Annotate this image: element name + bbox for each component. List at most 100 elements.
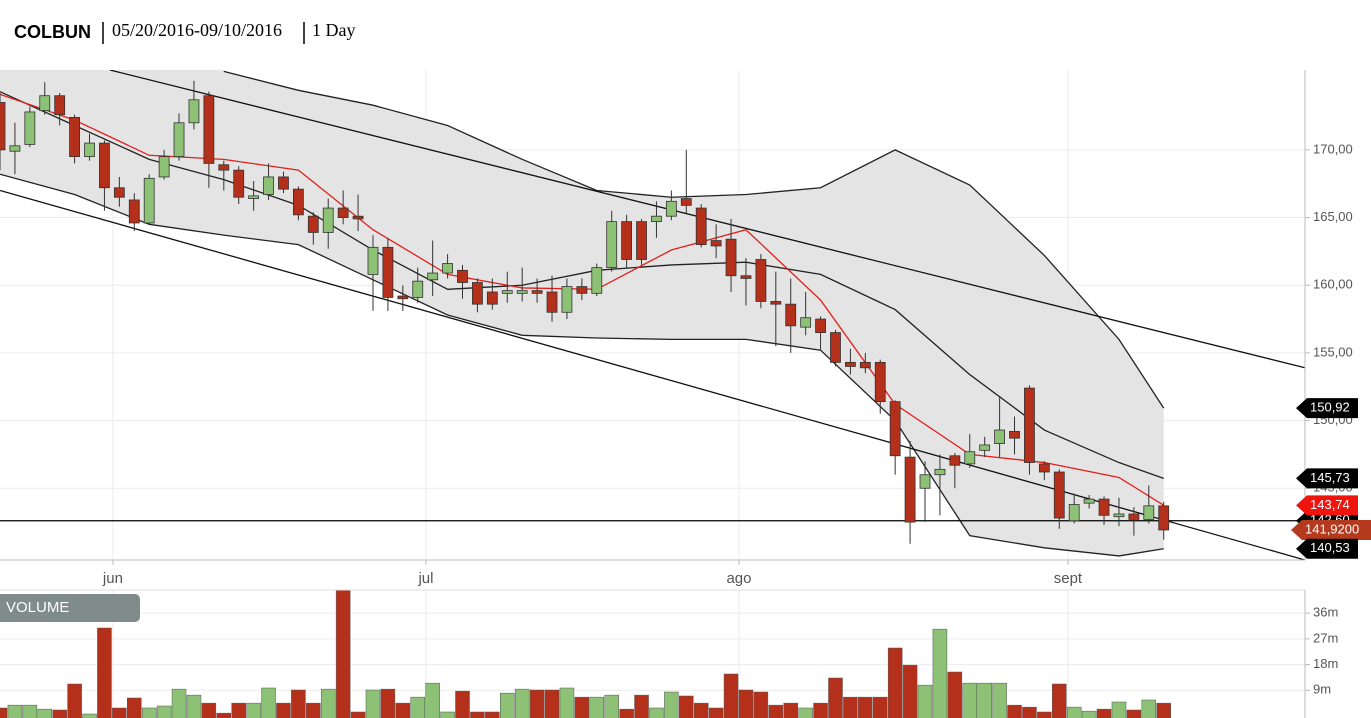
volume-bar	[708, 707, 724, 718]
candle-body	[725, 238, 737, 277]
volume-bar	[320, 688, 336, 718]
volume-bar	[514, 688, 530, 718]
volume-bar	[887, 647, 903, 718]
candle-body	[188, 99, 200, 124]
y-tick-label: 160,00	[1313, 277, 1353, 292]
interval: 1 Day	[312, 20, 356, 40]
candle-body	[203, 95, 215, 164]
trend-line	[0, 189, 1305, 560]
candle-body	[233, 169, 245, 198]
volume-bar	[664, 691, 679, 718]
candle-body	[397, 295, 409, 300]
candle-body	[352, 215, 364, 220]
volume-bar	[902, 664, 918, 718]
volume-bar	[350, 711, 366, 718]
volume-bar	[67, 683, 82, 718]
candle-body	[815, 318, 826, 333]
candle-body	[382, 246, 394, 298]
candle-body	[1158, 505, 1170, 531]
volume-bar	[485, 711, 500, 718]
price-tag-label: 143,74	[1310, 497, 1350, 512]
volume-bar	[1126, 709, 1142, 718]
candle-body	[934, 468, 946, 476]
volume-bar	[1111, 701, 1127, 718]
candle-body	[457, 269, 468, 283]
candle-body	[800, 317, 812, 328]
symbol: COLBUN	[14, 22, 91, 42]
price-tag-label: 145,73	[1310, 470, 1350, 485]
volume-bar	[723, 673, 739, 718]
date-range: 05/20/2016-09/10/2016	[112, 20, 282, 40]
candle-body	[69, 116, 80, 158]
y-tick-label: 155,00	[1313, 344, 1353, 359]
candle-body	[1053, 471, 1065, 519]
volume-bar	[1037, 711, 1052, 718]
candle-body	[606, 221, 618, 269]
volume-bar	[1066, 706, 1082, 718]
volume-label: VOLUME	[6, 599, 69, 616]
y-tick-label: 36m	[1313, 605, 1338, 620]
volume-bar	[977, 682, 992, 718]
volume-bar	[455, 690, 470, 718]
x-tick-label: jul	[417, 570, 433, 587]
candle-body	[427, 272, 439, 281]
candle-body	[1068, 504, 1080, 522]
volume-bar	[843, 696, 858, 718]
volume-bar	[261, 687, 276, 718]
volume-bar	[768, 704, 784, 718]
volume-bar	[529, 689, 545, 718]
candle-body	[278, 176, 289, 190]
candle-body	[740, 275, 752, 279]
candle-body	[0, 102, 6, 151]
volume-bar	[783, 702, 798, 718]
volume-label-box	[0, 594, 140, 622]
price-tag	[1296, 398, 1358, 419]
volume-bar	[82, 713, 97, 718]
volume-bar	[231, 702, 246, 718]
volume-bar	[649, 707, 664, 718]
volume-bar	[171, 688, 187, 718]
volume-bar	[1022, 706, 1037, 718]
price-tag	[1296, 468, 1358, 489]
volume-bar	[470, 711, 485, 718]
candle-body	[1113, 513, 1125, 518]
candle-body	[695, 207, 707, 246]
candle-body	[874, 361, 886, 403]
candle-body	[651, 215, 662, 223]
overlay-line	[223, 70, 1165, 409]
candle-body	[263, 176, 274, 195]
volume-bar	[365, 689, 381, 718]
candle-body	[501, 290, 513, 294]
volume-bar	[0, 707, 8, 718]
candle-body	[830, 332, 841, 363]
candle-body	[531, 290, 543, 294]
x-tick-label: ago	[726, 570, 751, 587]
volume-bar	[246, 702, 261, 718]
candle-body	[561, 286, 573, 313]
candle-body	[9, 145, 21, 152]
volume-bar	[156, 705, 172, 718]
volume-bar	[1007, 704, 1022, 718]
volume-bar	[1141, 699, 1157, 718]
y-tick-label: 9m	[1313, 682, 1331, 697]
candle-body	[113, 187, 125, 198]
volume-bar	[634, 694, 649, 718]
candle-body	[949, 455, 961, 466]
volume-bar	[589, 696, 605, 718]
volume-bar	[798, 707, 813, 718]
candle-body	[1098, 498, 1110, 516]
volume-bar	[112, 707, 127, 718]
volume-bar	[947, 671, 963, 718]
volume-bar	[604, 694, 619, 718]
y-tick-label: 27m	[1313, 630, 1338, 645]
candle-body	[680, 198, 692, 206]
band-fill	[0, 70, 1164, 556]
volume-bar	[828, 677, 843, 718]
volume-bar	[679, 695, 694, 718]
volume-bar	[335, 590, 351, 718]
candle-body	[412, 280, 424, 298]
volume-bar	[425, 682, 440, 718]
price-tag-label: 140,53	[1310, 540, 1350, 555]
volume-bar	[97, 627, 112, 718]
volume-bar	[917, 684, 933, 718]
